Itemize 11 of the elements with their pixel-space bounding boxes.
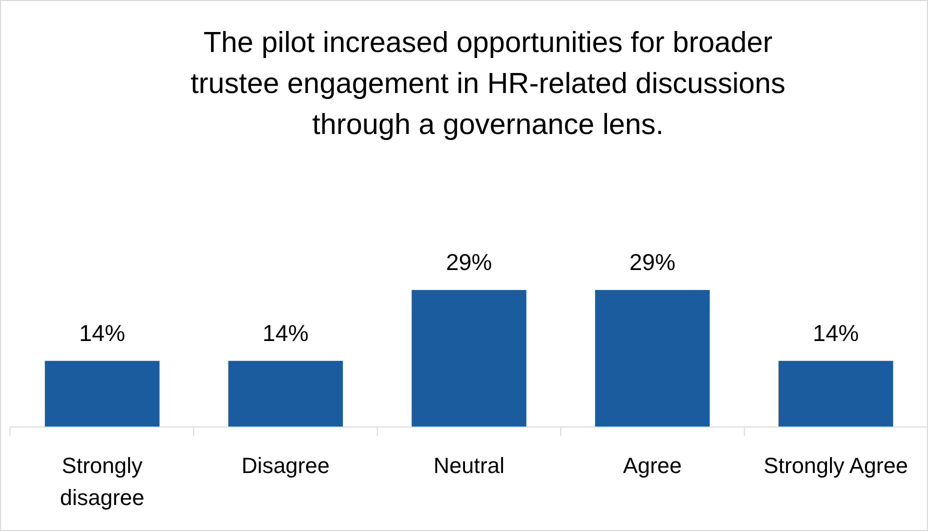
data-label: 29% (629, 249, 676, 275)
data-label: 14% (812, 320, 859, 346)
data-label: 29% (446, 249, 492, 275)
x-tick-label: Strongly disagree (60, 453, 144, 510)
x-tick-label: Neutral (434, 453, 504, 478)
x-tick-label: Strongly Agree (764, 453, 908, 478)
chart-title: The pilot increased opportunities for broader trustee engagement in HR-related discussions through a governance lens. (190, 27, 786, 141)
data-label: 14% (79, 320, 126, 346)
x-tick-label: Disagree (242, 453, 330, 478)
x-tick-label: Agree (623, 453, 682, 478)
data-label: 14% (262, 320, 309, 346)
